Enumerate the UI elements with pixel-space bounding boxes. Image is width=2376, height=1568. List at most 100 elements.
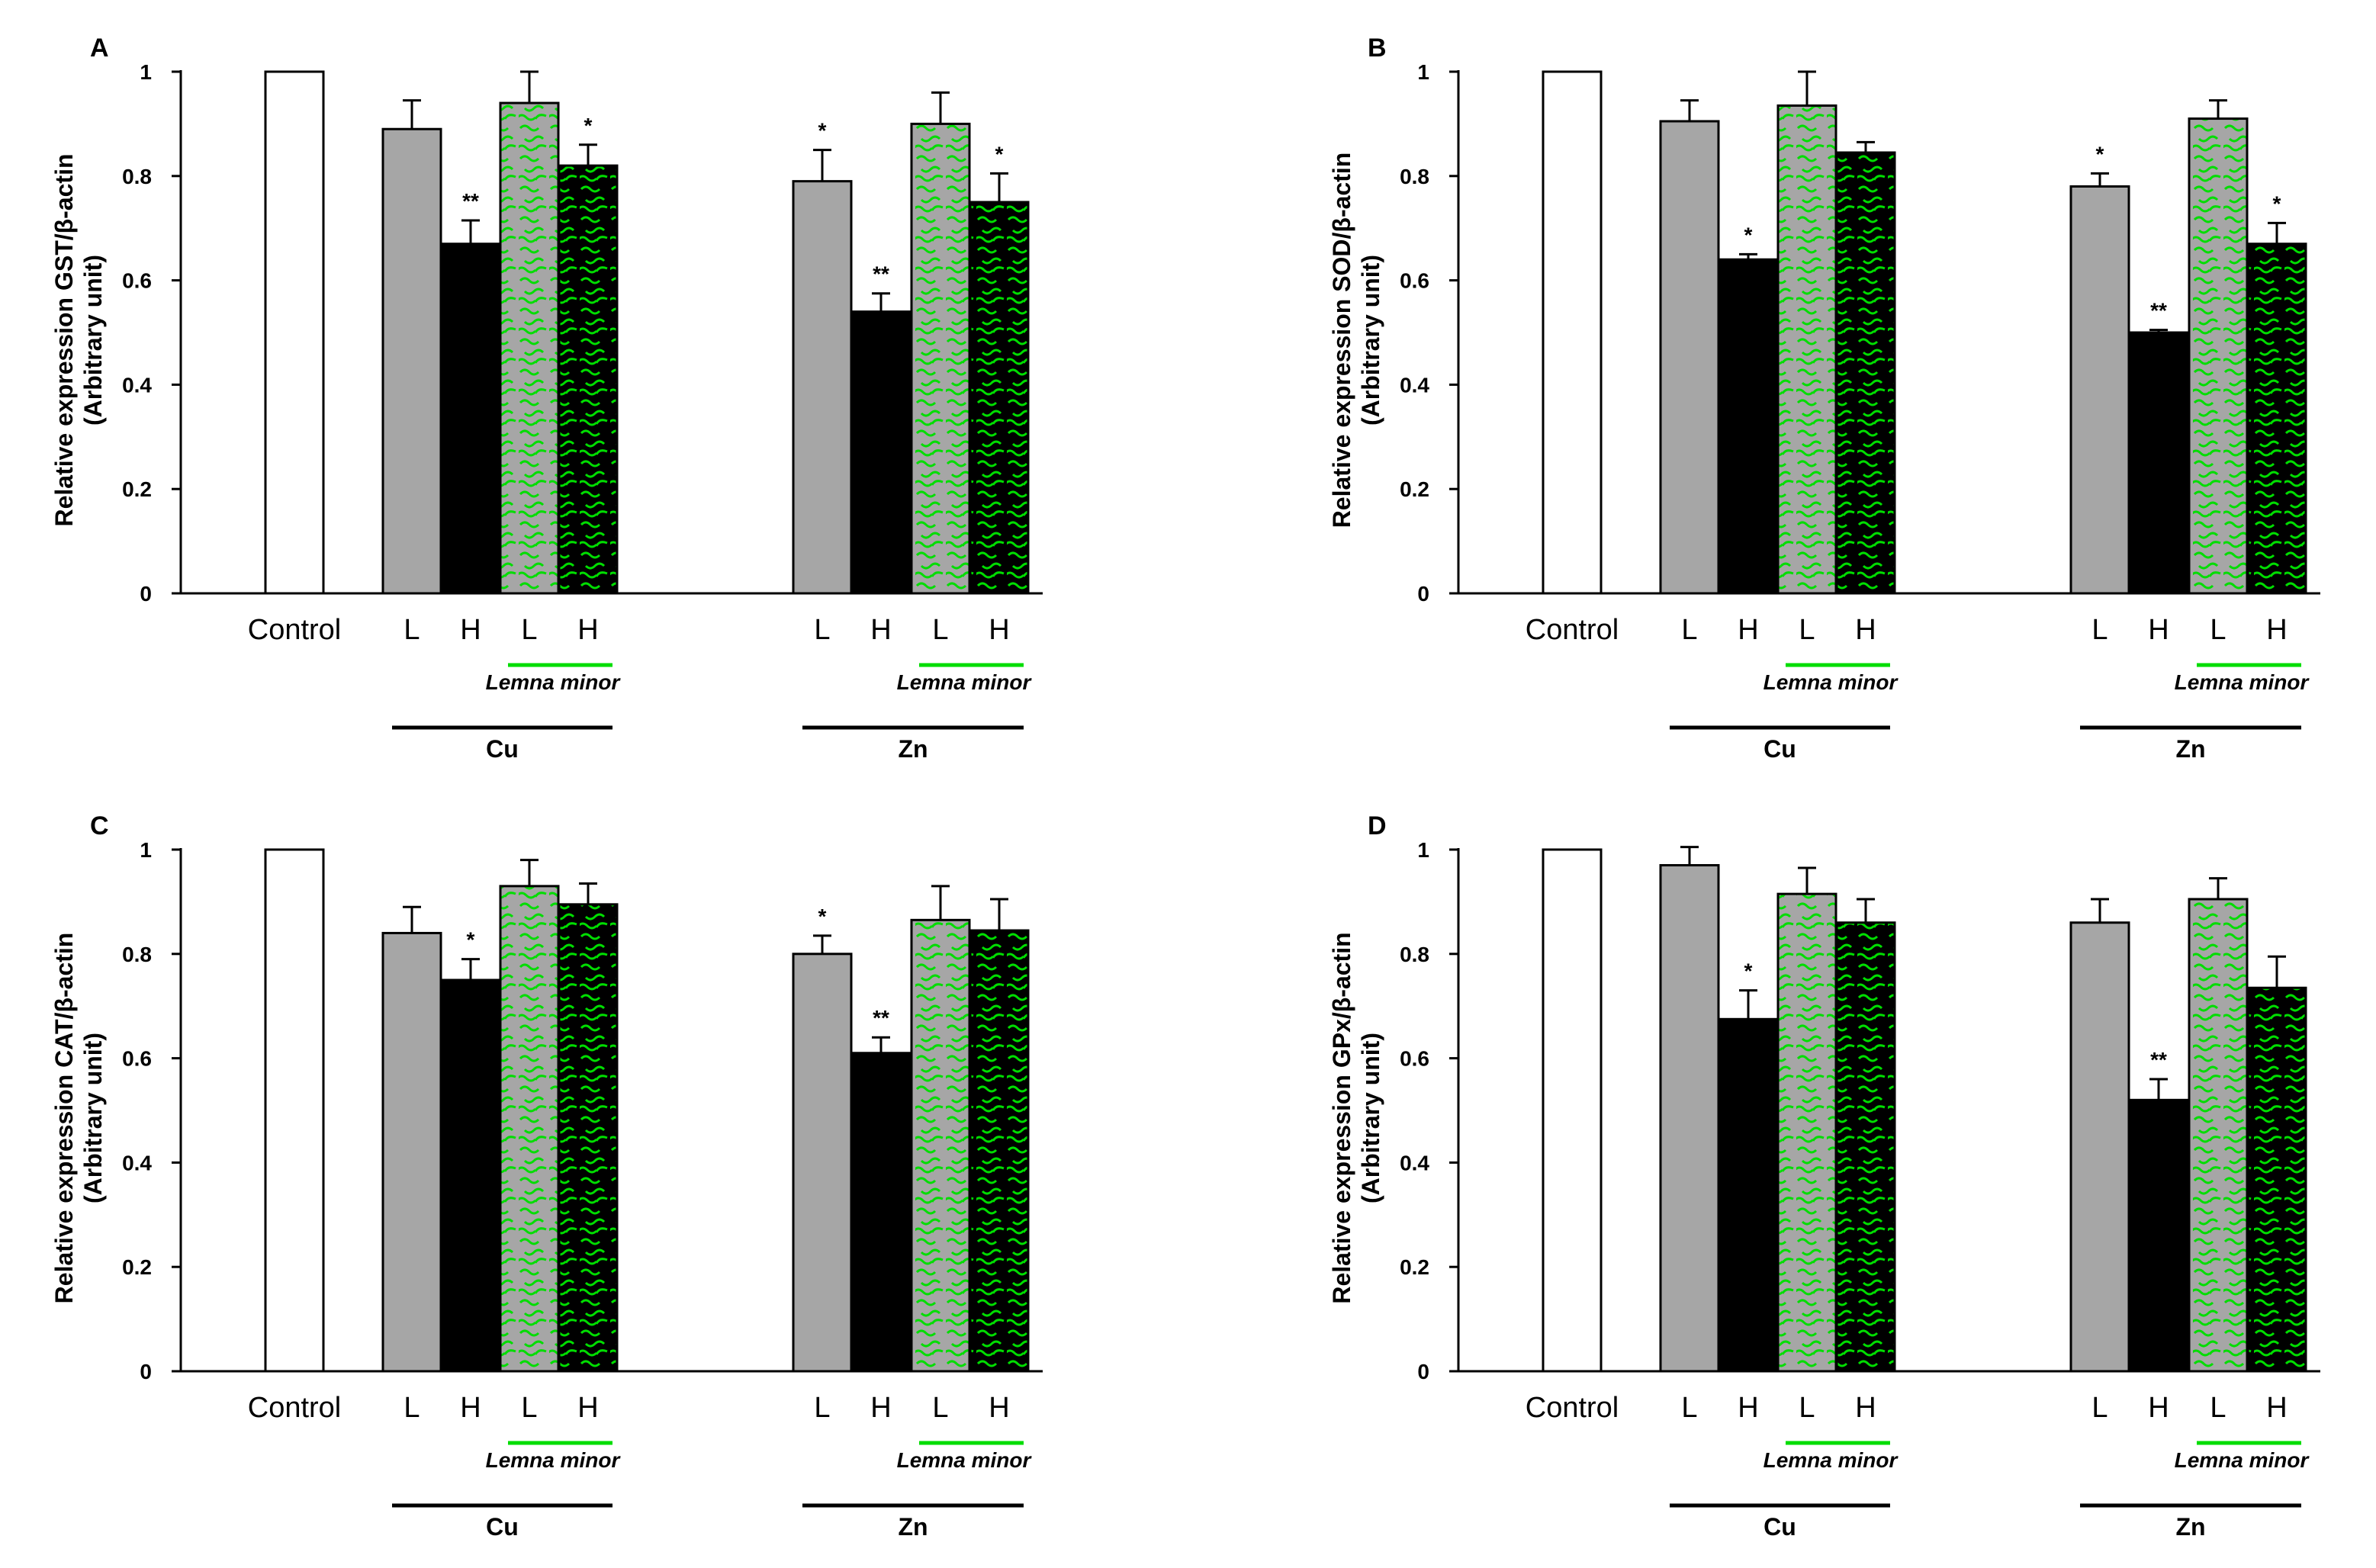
panel-a: A Relative expression GST/β-actin (Arbitra… (50, 34, 1043, 763)
y-tick-label: 0 (1417, 582, 1429, 606)
y-tick-label: 0.8 (1400, 943, 1429, 966)
x-tick-label: H (870, 614, 891, 646)
y-tick-label: 0.6 (1400, 1047, 1429, 1071)
x-tick-label: L (1681, 1392, 1697, 1424)
panel-letter: B (1368, 34, 1387, 63)
lemna-label: Lemna minor (2175, 670, 2310, 694)
x-tick-label: H (989, 1392, 1009, 1424)
bar-control-0 (264, 848, 325, 1373)
group-label: Zn (2175, 735, 2205, 763)
x-tick-label: H (1738, 614, 1758, 646)
lemna-label: Lemna minor (486, 1448, 622, 1472)
y-tick-label: 0.8 (1400, 165, 1429, 188)
significance-label: * (1744, 959, 1753, 983)
lemna-label: Lemna minor (1764, 670, 1899, 694)
bar-cu-2 (1776, 104, 1837, 595)
bar-zn-3 (969, 201, 1030, 595)
significance-label: ** (873, 262, 889, 286)
x-tick-label: L (1799, 1392, 1815, 1424)
y-axis-label-unit: (Arbitrary unit) (79, 255, 107, 426)
x-tick-label: Control (1526, 614, 1619, 646)
bar-cu-3 (1835, 151, 1896, 595)
group-label: Cu (486, 735, 519, 763)
panel-c: C Relative expression CAT/β-actin (Arbitra… (50, 811, 1043, 1541)
bar-zn-1 (2128, 331, 2189, 595)
significance-label: * (1744, 223, 1753, 246)
y-tick-label: 0.4 (122, 1151, 152, 1174)
significance-label: * (995, 142, 1004, 165)
significance-label: * (818, 904, 827, 928)
bar-cu-3 (558, 903, 619, 1373)
y-tick-label: 0.8 (122, 165, 152, 188)
x-tick-label: L (1681, 614, 1697, 646)
x-tick-label: L (404, 614, 420, 646)
x-tick-label: H (870, 1392, 891, 1424)
x-tick-label: H (989, 614, 1009, 646)
y-tick-label: 0.6 (122, 1047, 152, 1071)
y-tick-label: 1 (1417, 838, 1429, 862)
bar-zn-2 (910, 122, 971, 595)
bar-zn-3 (969, 929, 1030, 1373)
y-axis-label: Relative expression SOD/β-actin (1328, 153, 1355, 529)
x-tick-label: H (460, 614, 481, 646)
bar-control-0 (264, 70, 325, 595)
x-tick-label: H (2266, 1392, 2287, 1424)
bar-cu-3 (558, 164, 619, 595)
bar-cu-1 (1718, 1017, 1779, 1373)
x-tick-label: H (2266, 614, 2287, 646)
x-tick-label: H (1855, 614, 1876, 646)
x-tick-label: L (2091, 614, 2108, 646)
bar-zn-3 (2246, 243, 2307, 595)
y-tick-label: 0.2 (1400, 477, 1429, 501)
bar-zn-0 (2069, 921, 2130, 1373)
group-label: Zn (898, 1513, 928, 1541)
x-tick-label: L (521, 614, 537, 646)
y-tick-label: 0.4 (122, 373, 152, 397)
bar-cu-0 (381, 127, 442, 595)
bar-zn-3 (2246, 986, 2307, 1373)
group-label: Cu (1764, 1513, 1796, 1541)
x-tick-label: Control (248, 1392, 342, 1424)
panel-letter: A (90, 34, 109, 63)
y-tick-label: 0.4 (1400, 373, 1429, 397)
significance-label: ** (462, 189, 479, 213)
x-tick-label: L (2210, 614, 2226, 646)
y-tick-label: 0 (1417, 1360, 1429, 1383)
significance-label: * (467, 928, 475, 952)
bar-cu-2 (499, 101, 560, 595)
x-tick-label: L (404, 1392, 420, 1424)
y-axis-label-unit: (Arbitrary unit) (1357, 1033, 1384, 1203)
significance-label: ** (2150, 299, 2167, 323)
x-tick-label: H (460, 1392, 481, 1424)
y-tick-label: 0.6 (1400, 269, 1429, 293)
x-tick-label: H (2148, 614, 2169, 646)
x-tick-label: L (814, 614, 830, 646)
x-tick-label: L (932, 1392, 948, 1424)
significance-label: ** (2150, 1048, 2167, 1072)
y-axis-label: Relative expression GPx/β-actin (1328, 932, 1355, 1303)
bar-zn-0 (792, 180, 853, 595)
lemna-label: Lemna minor (486, 670, 622, 694)
x-tick-label: H (1855, 1392, 1876, 1424)
y-tick-label: 0.8 (122, 943, 152, 966)
bar-cu-1 (1718, 258, 1779, 595)
significance-label: * (818, 119, 827, 143)
x-tick-label: L (932, 614, 948, 646)
panel-letter: D (1368, 811, 1387, 840)
bar-cu-2 (499, 885, 560, 1373)
significance-label: * (2273, 191, 2281, 215)
x-tick-label: L (2091, 1392, 2108, 1424)
bar-cu-1 (440, 243, 501, 595)
group-label: Cu (486, 1513, 519, 1541)
x-tick-label: H (577, 1392, 598, 1424)
bar-control-0 (1542, 848, 1603, 1373)
x-tick-label: L (2210, 1392, 2226, 1424)
y-tick-label: 0.4 (1400, 1151, 1429, 1174)
bar-zn-0 (2069, 185, 2130, 595)
panel-letter: C (90, 811, 109, 840)
x-tick-label: Control (248, 614, 342, 646)
x-tick-label: Control (1526, 1392, 1619, 1424)
x-tick-label: H (1738, 1392, 1758, 1424)
bar-zn-2 (910, 918, 971, 1373)
